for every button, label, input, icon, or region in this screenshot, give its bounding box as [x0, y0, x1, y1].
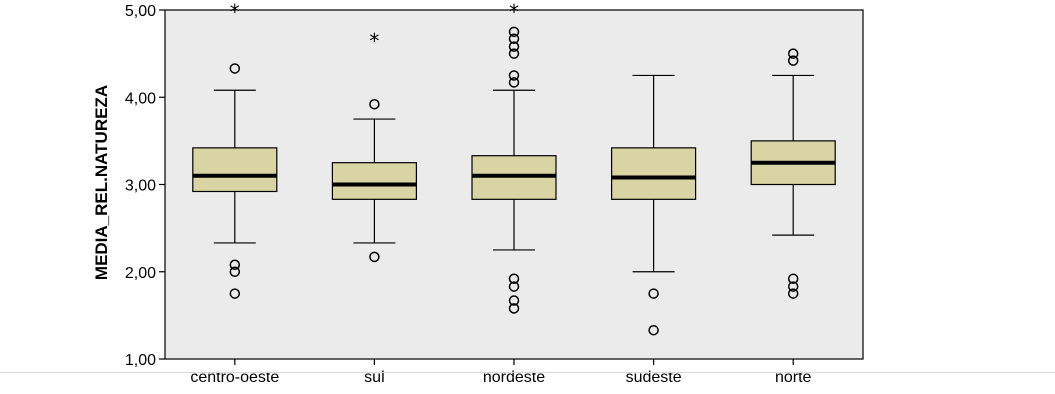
outlier-point	[648, 324, 659, 336]
outlier-point	[508, 303, 520, 314]
outlier-point	[787, 288, 799, 299]
x-tick-label: sudeste	[626, 369, 682, 386]
outlier-point	[508, 281, 520, 292]
bottom-divider	[0, 372, 1055, 373]
y-axis: 1,00 2,00 3,00 4,00 5,00	[125, 3, 165, 369]
outlier-point	[508, 48, 520, 59]
outlier-point	[787, 48, 799, 59]
x-tick-label: norte	[775, 369, 812, 386]
outlier-point	[508, 70, 520, 81]
y-tick-label: 3,00	[125, 178, 156, 195]
outlier-point	[787, 281, 799, 292]
outlier-point	[787, 273, 799, 284]
extreme-point: *	[509, 0, 519, 24]
x-tick-label: nordeste	[483, 369, 545, 386]
outlier-point	[508, 295, 520, 306]
outlier-point	[508, 273, 520, 284]
outlier-point	[648, 288, 659, 299]
box	[331, 162, 417, 200]
outlier-point	[369, 251, 380, 263]
box-group-norte	[750, 48, 836, 299]
x-tick-label: sul	[364, 369, 384, 386]
box-series: * * *	[192, 0, 836, 336]
box-group-nordeste: *	[471, 0, 557, 314]
box-group-centro-oeste: *	[192, 0, 278, 299]
outlier-point	[508, 41, 520, 52]
y-tick-label: 4,00	[125, 90, 156, 107]
x-axis: centro-oeste sul nordeste sudeste norte	[190, 359, 812, 386]
x-tick-label: centro-oeste	[190, 369, 279, 386]
outlier-point	[508, 77, 520, 88]
outlier-point	[229, 259, 241, 271]
outlier-point	[229, 63, 241, 74]
y-tick-label: 2,00	[125, 265, 156, 282]
extreme-point: *	[369, 29, 379, 53]
box	[610, 147, 697, 200]
y-tick-label: 5,00	[125, 3, 156, 20]
outlier-point	[508, 26, 520, 38]
y-tick-label: 1,00	[125, 352, 156, 369]
box-group-sudeste	[610, 74, 697, 336]
extreme-point: *	[230, 0, 240, 24]
box-group-sul: *	[331, 29, 417, 263]
box	[192, 147, 278, 193]
outlier-point	[229, 266, 241, 277]
outlier-point	[229, 288, 241, 299]
y-axis-title: MEDIA_REL.NATUREZA	[92, 85, 111, 280]
outlier-point	[369, 98, 380, 110]
outlier-point	[787, 55, 799, 66]
outlier-point	[508, 33, 520, 45]
